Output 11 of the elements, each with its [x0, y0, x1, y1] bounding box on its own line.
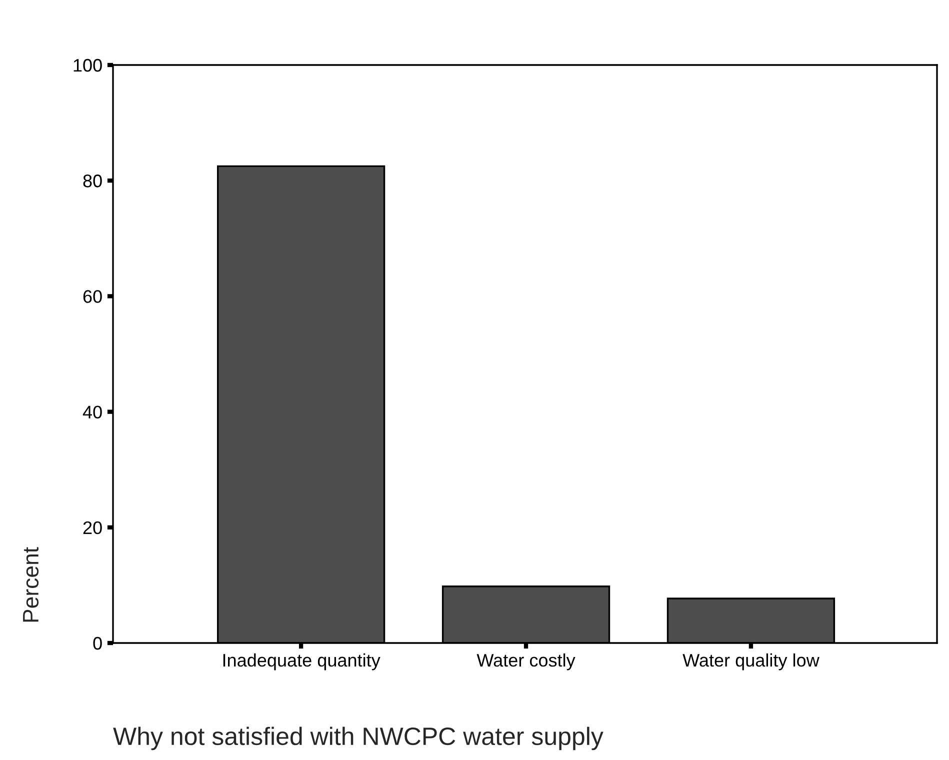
y-tick-label: 60	[83, 290, 102, 303]
y-tick-label: 40	[82, 406, 102, 419]
y-tick-label: 0	[93, 636, 102, 650]
y-tick-label: 100	[74, 58, 102, 72]
x-axis-title: Why not satisfied with NWCPC water supply	[113, 726, 604, 750]
x-tick-label: Inadequate quantity	[223, 653, 380, 670]
y-tick-label: 80	[83, 174, 102, 188]
y-tick-label: 20	[83, 521, 102, 534]
y-axis-title: Percent	[23, 547, 39, 622]
x-tick-label: Water quality low	[682, 653, 820, 670]
x-tick-label: Water costly	[476, 653, 576, 670]
